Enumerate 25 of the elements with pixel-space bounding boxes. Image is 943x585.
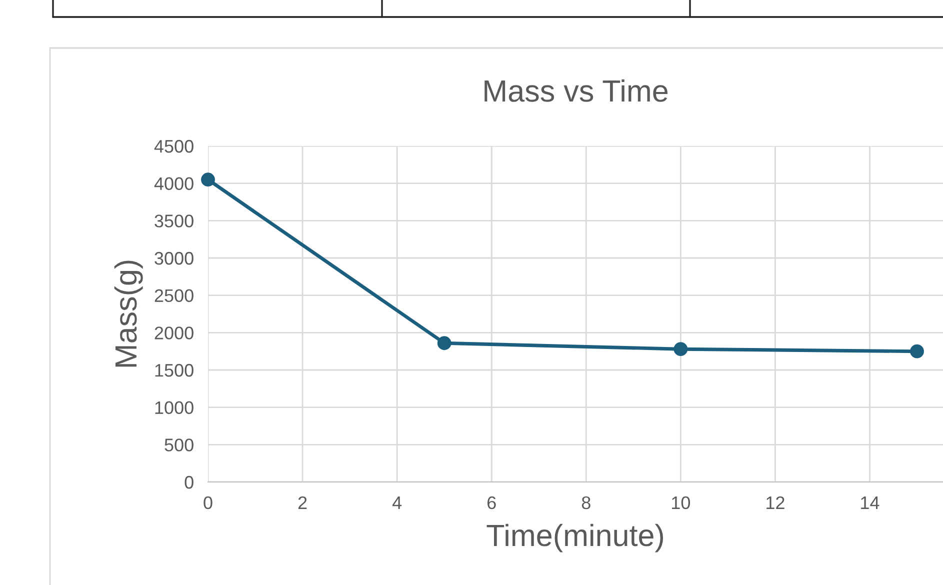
x-axis-title: Time(minute) bbox=[486, 524, 664, 552]
y-tick-label: 2000 bbox=[154, 326, 194, 340]
y-tick-label: 4500 bbox=[154, 140, 194, 153]
y-tick-label: 500 bbox=[164, 438, 194, 452]
y-tick-label: 1500 bbox=[155, 364, 194, 377]
x-tick-label: 2 bbox=[298, 496, 307, 509]
chart-title: Mass vs Time bbox=[484, 79, 668, 102]
x-tick-label: 6 bbox=[488, 496, 496, 510]
point bbox=[674, 342, 688, 356]
y-tick-label: 3500 bbox=[154, 214, 194, 228]
y-axis-title: Mass(g) bbox=[114, 260, 143, 367]
y-tick-label: 3000 bbox=[154, 252, 194, 265]
point bbox=[201, 172, 215, 187]
y-tick-label: 2500 bbox=[154, 289, 194, 302]
y-tick-label: 4000 bbox=[154, 177, 194, 190]
point bbox=[437, 336, 452, 350]
y-tick-label: 1000 bbox=[155, 401, 194, 414]
x-tick-label: 4 bbox=[392, 496, 402, 509]
y-tick-label: 0 bbox=[184, 476, 194, 489]
x-tick-label: 0 bbox=[204, 496, 212, 510]
point bbox=[910, 344, 924, 358]
x-tick-label: 14 bbox=[861, 496, 880, 509]
x-tick-label: 10 bbox=[672, 496, 690, 510]
x-tick-label: 12 bbox=[766, 496, 784, 509]
x-tick-label: 8 bbox=[582, 496, 590, 510]
